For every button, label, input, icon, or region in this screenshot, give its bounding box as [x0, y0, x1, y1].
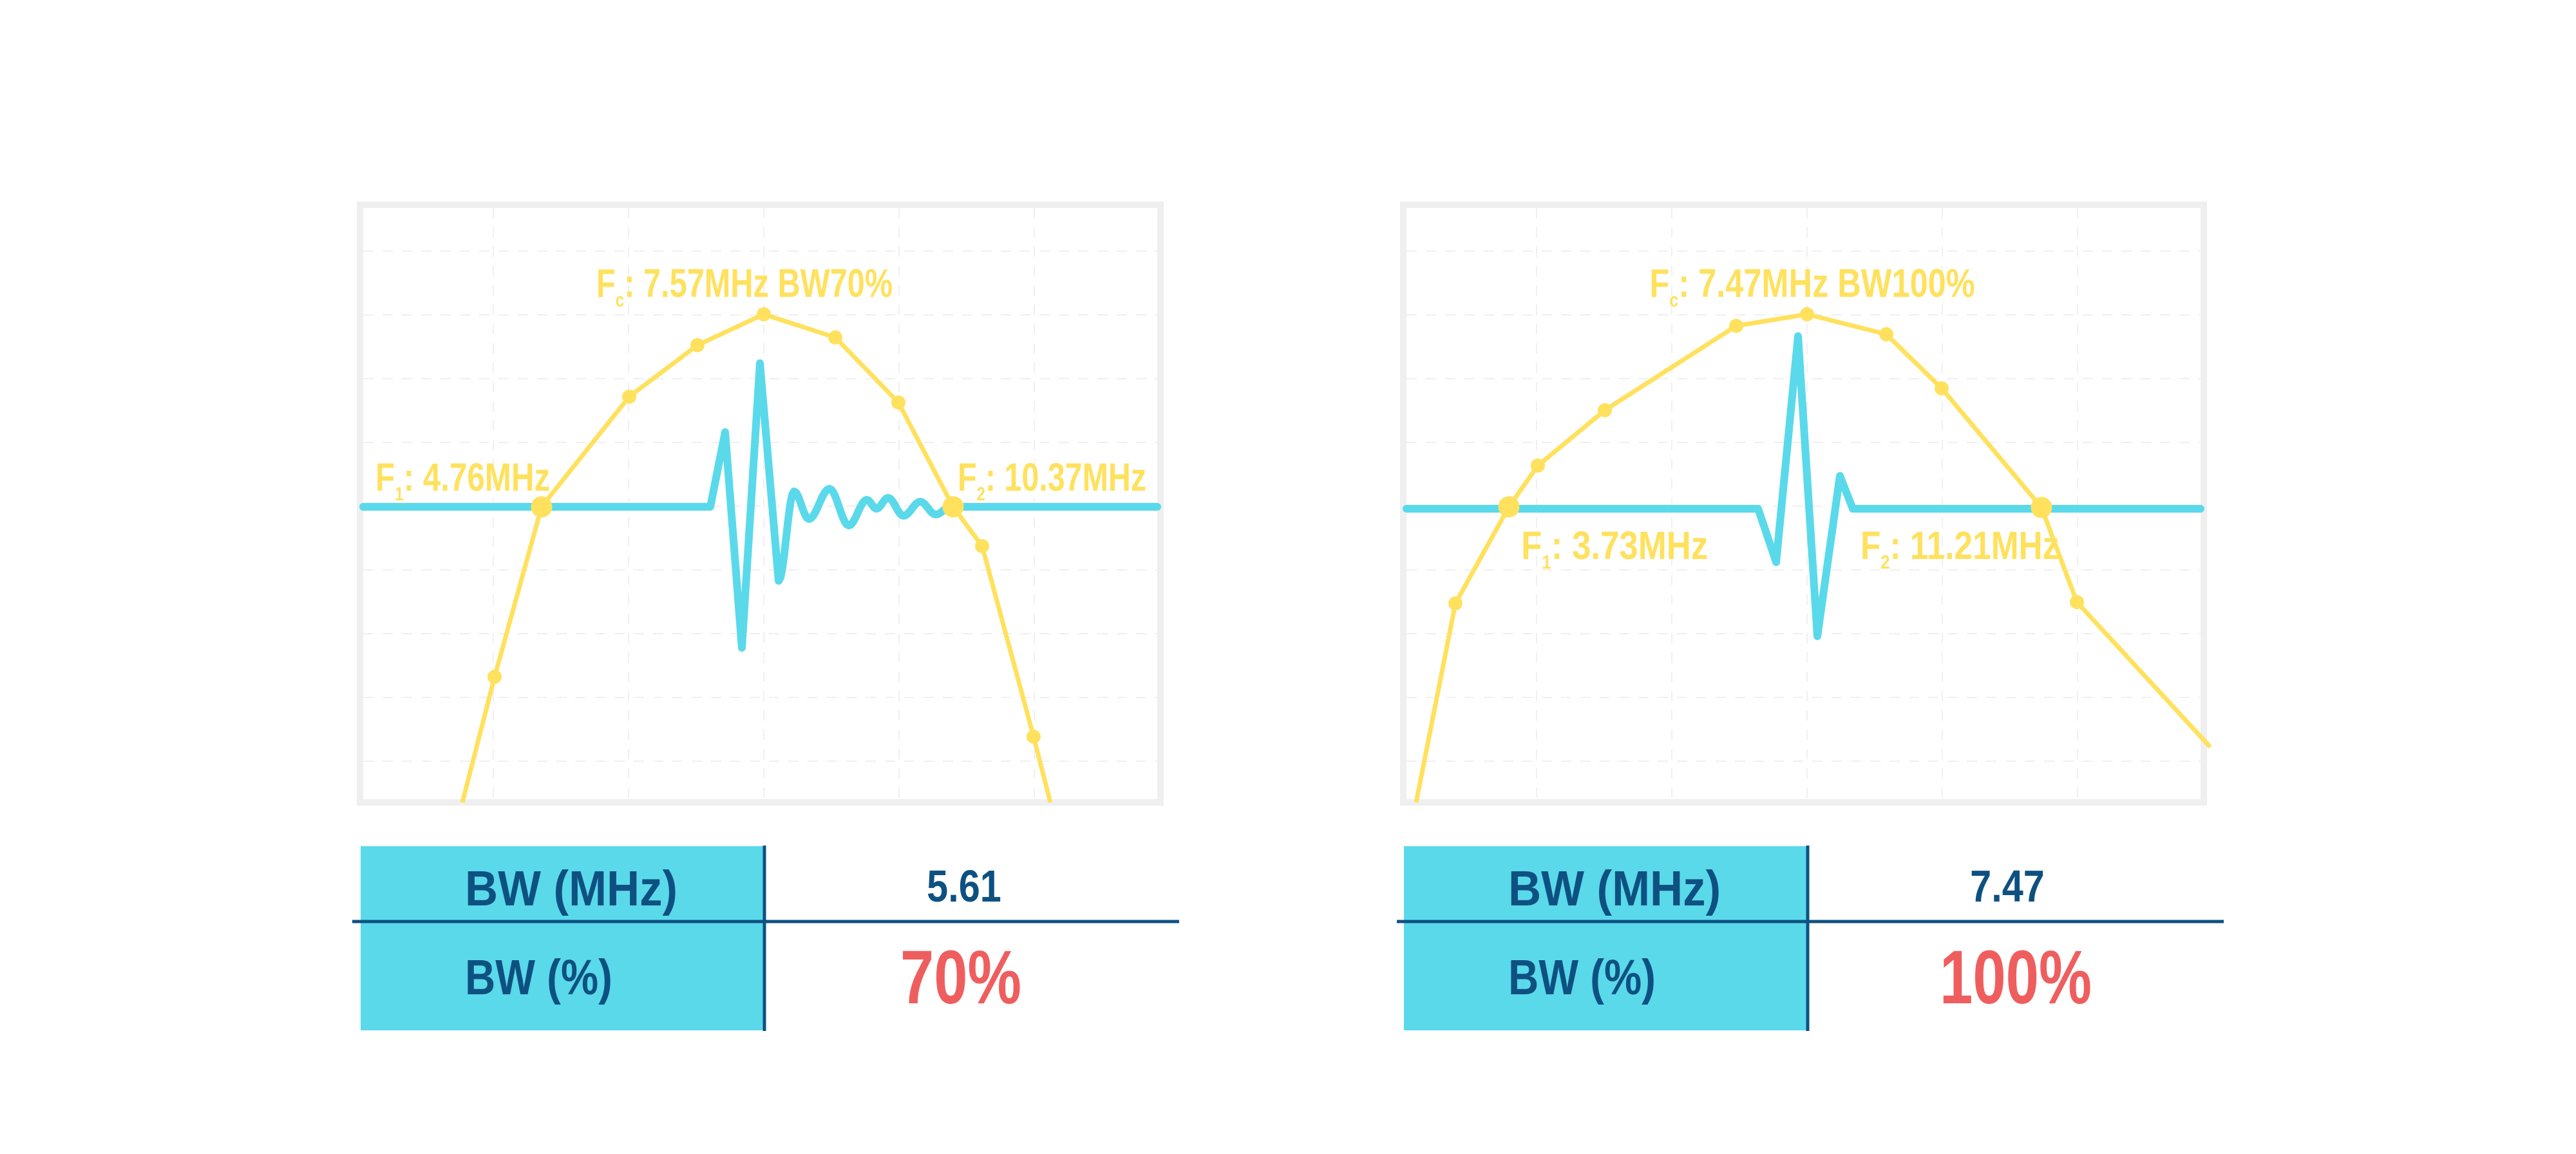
svg-text:BW (%): BW (%): [465, 950, 612, 1005]
svg-text:F2: 10.37MHz: F2: 10.37MHz: [958, 455, 1146, 505]
svg-text:BW (MHz): BW (MHz): [465, 860, 677, 916]
svg-text:BW (%): BW (%): [1508, 950, 1656, 1005]
svg-text:F1: 4.76MHz: F1: 4.76MHz: [375, 455, 550, 505]
svg-text:F1: 3.73MHz: F1: 3.73MHz: [1521, 524, 1708, 572]
svg-text:7.47: 7.47: [1970, 860, 2045, 911]
svg-text:F2: 11.21MHz: F2: 11.21MHz: [1861, 524, 2059, 573]
svg-text:70%: 70%: [900, 934, 1021, 1020]
svg-text:100%: 100%: [1940, 935, 2092, 1019]
svg-text:Fc: 7.57MHz BW70%: Fc: 7.57MHz BW70%: [596, 261, 893, 310]
svg-text:BW (MHz): BW (MHz): [1508, 860, 1721, 916]
svg-text:Fc: 7.47MHz BW100%: Fc: 7.47MHz BW100%: [1649, 261, 1975, 310]
svg-text:5.61: 5.61: [927, 860, 1001, 911]
